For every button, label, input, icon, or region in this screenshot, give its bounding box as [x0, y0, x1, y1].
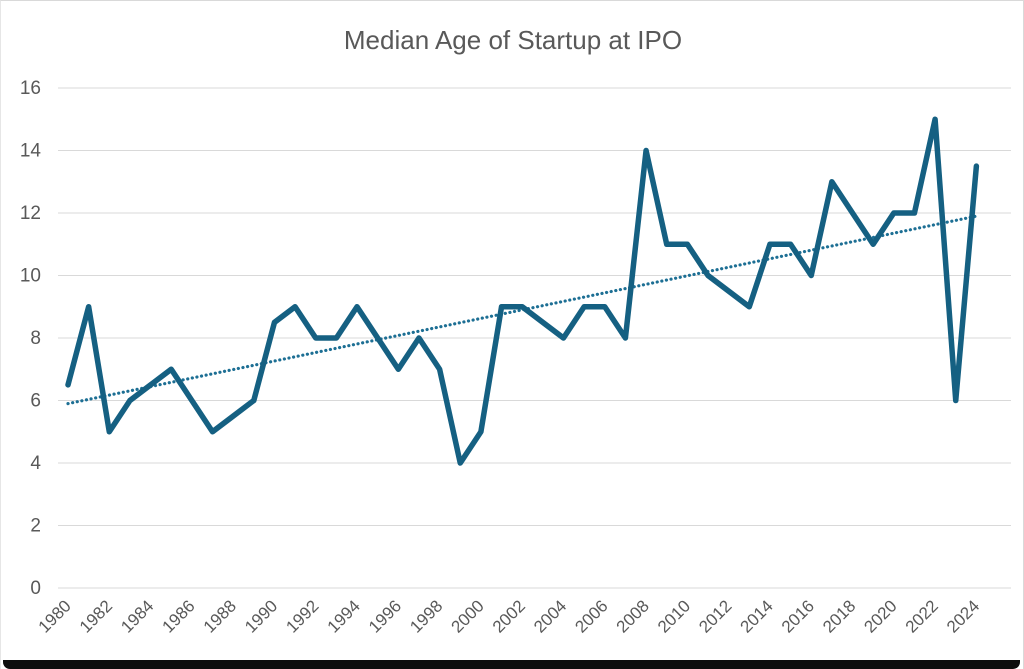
y-tick-label: 0 — [30, 578, 41, 599]
y-tick-label: 16 — [20, 78, 41, 99]
chart-title: Median Age of Startup at IPO — [344, 25, 682, 55]
y-tick-label: 14 — [20, 141, 42, 162]
x-tick-label: 2020 — [860, 596, 900, 636]
y-tick-label: 12 — [20, 203, 41, 224]
x-tick-label: 2018 — [819, 596, 859, 636]
median-age-line — [65, 116, 980, 466]
x-tick-label: 2004 — [530, 596, 570, 636]
x-tick-label: 1994 — [324, 596, 364, 636]
x-tick-label: 1988 — [200, 596, 240, 636]
x-tick-label: 2012 — [695, 596, 735, 636]
x-tick-label: 2014 — [737, 596, 777, 636]
x-tick-label: 2022 — [902, 596, 942, 636]
y-tick-label: 10 — [20, 266, 41, 287]
window-bottom-edge — [3, 660, 1020, 669]
x-tick-label: 1986 — [159, 596, 199, 636]
x-tick-label: 1984 — [117, 596, 157, 636]
x-tick-label: 1998 — [406, 596, 446, 636]
y-tick-label: 6 — [30, 391, 41, 412]
x-tick-label: 1980 — [35, 596, 75, 636]
x-tick-label: 2000 — [448, 596, 488, 636]
x-tick-label: 2016 — [778, 596, 818, 636]
x-tick-label: 1996 — [365, 596, 405, 636]
x-tick-label: 2010 — [654, 596, 694, 636]
x-tick-label: 1990 — [241, 596, 281, 636]
y-tick-label: 8 — [30, 328, 41, 349]
x-tick-label: 2006 — [571, 596, 611, 636]
y-tick-label: 2 — [30, 516, 41, 537]
x-tick-label: 1982 — [76, 596, 116, 636]
x-tick-label: 1992 — [282, 596, 322, 636]
y-tick-label: 4 — [30, 453, 41, 474]
x-tick-label: 2002 — [489, 596, 529, 636]
x-tick-label: 2008 — [613, 596, 653, 636]
x-tick-label: 2024 — [943, 596, 983, 636]
